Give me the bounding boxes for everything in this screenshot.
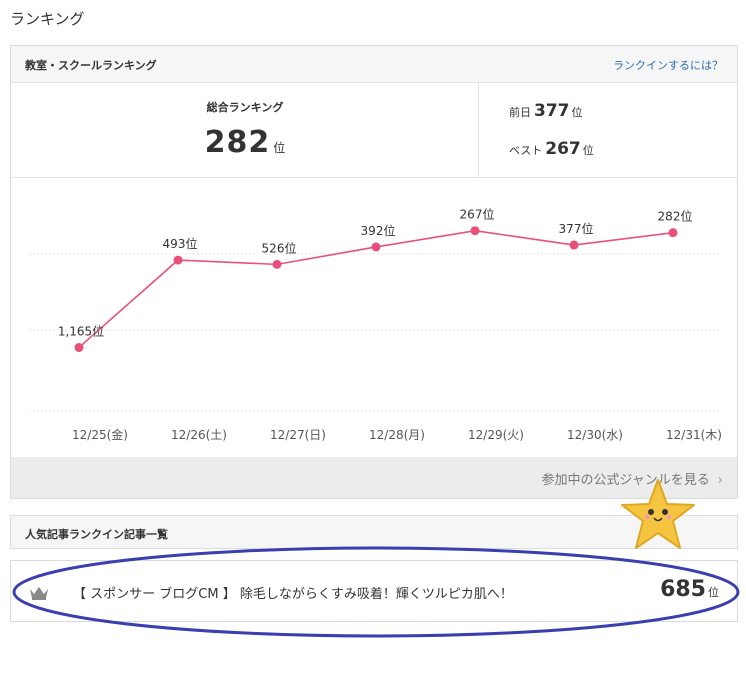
previous-day-value: 377	[534, 101, 570, 121]
page-title: ランキング	[10, 10, 85, 28]
data-point	[371, 242, 381, 252]
best-value: 267	[545, 139, 581, 159]
ranking-stats: 総合ランキング 282 位 前日 377 位 ベスト 267 位	[11, 83, 737, 178]
overall-ranking-unit: 位	[273, 141, 286, 155]
data-point	[668, 228, 678, 238]
ranking-line-chart: 1,165位 493位 526位 392位 267位 377位 282位 12/25(金) 12…	[29, 207, 722, 442]
official-genre-label: 参加中の公式ジャンルを見る	[541, 473, 710, 488]
article-list-item[interactable]: 【 スポンサー ブログCM 】 除毛しながらくすみ吸着！輝くツルピカ肌へ！ 68…	[10, 560, 738, 622]
data-label: 526位	[262, 240, 297, 255]
crown-icon	[29, 585, 49, 604]
x-tick-label: 12/26(土)	[171, 428, 227, 442]
data-label: 282位	[658, 209, 693, 224]
overall-ranking-value: 282	[204, 125, 271, 160]
chevron-right-icon: ›	[717, 473, 723, 488]
x-tick-label: 12/25(金)	[72, 427, 128, 442]
data-label: 377位	[559, 221, 594, 236]
article-ranking-header: 人気記事ランクイン記事一覧	[10, 515, 738, 549]
article-ranking-title: 人気記事ランクイン記事一覧	[25, 528, 168, 541]
best-label: ベスト	[509, 144, 543, 157]
x-tick-label: 12/28(月)	[369, 428, 425, 442]
x-tick-label: 12/29(火)	[468, 428, 524, 442]
overall-ranking: 総合ランキング 282 位	[11, 83, 479, 177]
article-rank-value: 685	[660, 577, 706, 602]
data-point	[272, 259, 282, 269]
ranking-panel-header: 教室・スクールランキング ランクインするには？	[11, 46, 737, 83]
data-point	[74, 342, 84, 352]
ranking-chart: 1,165位 493位 526位 392位 267位 377位 282位 12/25(金) 12…	[11, 178, 737, 456]
data-label: 493位	[163, 236, 198, 251]
best-ranking: ベスト 267 位	[509, 139, 594, 159]
data-label: 1,165位	[58, 323, 104, 338]
best-unit: 位	[582, 144, 594, 157]
overall-ranking-label: 総合ランキング	[206, 101, 284, 114]
data-label: 267位	[460, 207, 495, 222]
x-tick-label: 12/27(日)	[270, 428, 326, 442]
ranking-panel-title: 教室・スクールランキング	[25, 59, 157, 72]
x-tick-label: 12/30(水)	[567, 428, 623, 442]
previous-day-ranking: 前日 377 位	[509, 101, 583, 121]
data-point	[470, 226, 480, 236]
ranking-panel: 教室・スクールランキング ランクインするには？ 総合ランキング 282 位 前日 3…	[10, 45, 738, 499]
data-point	[173, 255, 183, 265]
genre-bar: 参加中の公式ジャンルを見る ›	[11, 457, 737, 498]
previous-day-label: 前日	[509, 106, 531, 119]
x-tick-label: 12/31(木)	[666, 428, 722, 442]
official-genre-link[interactable]: 参加中の公式ジャンルを見る ›	[541, 469, 723, 488]
rank-in-help-link[interactable]: ランクインするには？	[613, 59, 723, 72]
article-rank-unit: 位	[708, 586, 719, 599]
data-label: 392位	[361, 223, 396, 238]
article-title: 【 スポンサー ブログCM 】 除毛しながらくすみ吸着！輝くツルピカ肌へ！	[73, 587, 513, 602]
previous-day-unit: 位	[571, 106, 583, 119]
data-point	[569, 240, 579, 250]
